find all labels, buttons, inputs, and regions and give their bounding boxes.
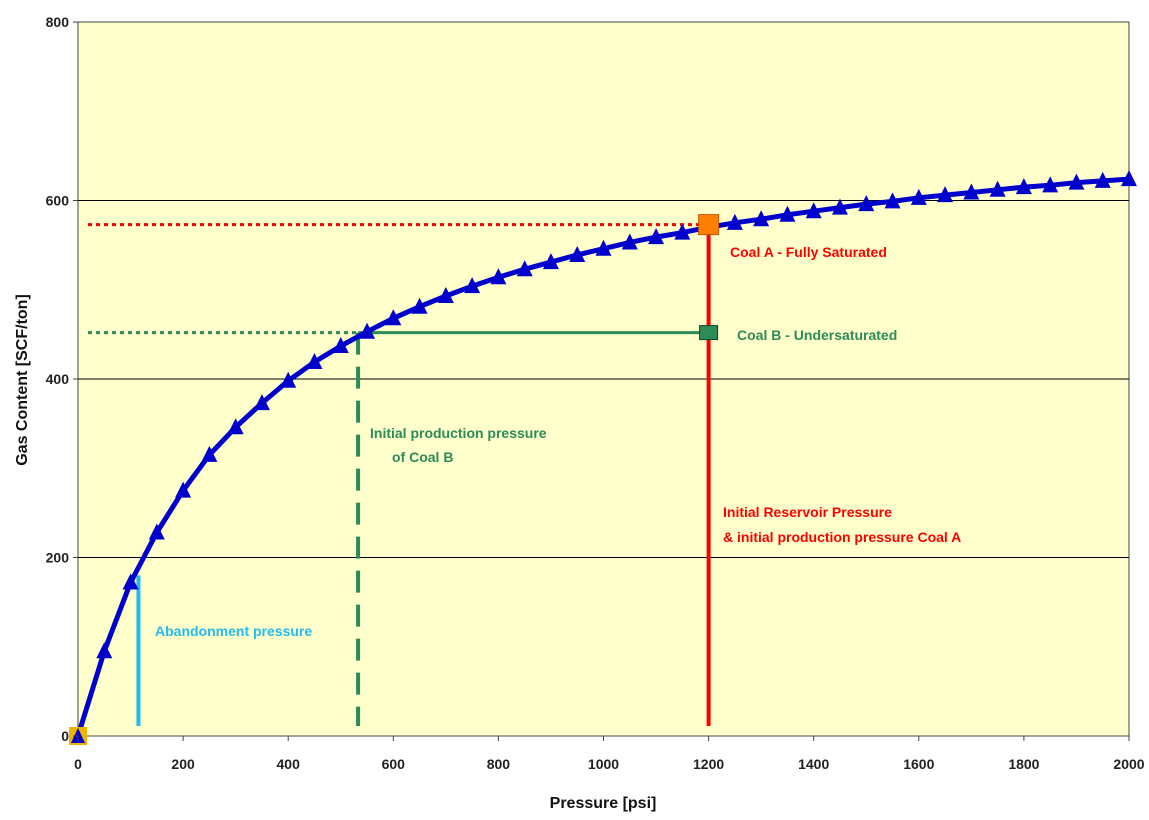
isotherm-data-point [1094, 171, 1111, 188]
x-tick-label: 1400 [798, 756, 829, 772]
isotherm-data-point [648, 228, 665, 245]
coal-b-point [699, 325, 719, 341]
isotherm-data-point [122, 573, 139, 590]
isotherm-data-point [595, 239, 612, 256]
isotherm-data-point [831, 198, 848, 215]
coal-a-point [698, 214, 720, 236]
isotherm-data-point [385, 309, 402, 326]
isotherm-data-point [227, 418, 244, 435]
isotherm-data-point [1121, 170, 1137, 187]
isotherm-data-point [148, 523, 165, 540]
isotherm-data-point [253, 394, 270, 411]
isotherm-data-point [753, 210, 770, 227]
isotherm-data-point [910, 188, 927, 205]
isotherm-data-point [96, 642, 113, 659]
x-axis-title: Pressure [psi] [550, 795, 657, 812]
isotherm-data-point [1015, 178, 1032, 195]
isotherm-data-point [963, 183, 980, 200]
x-tick-label: 1000 [588, 756, 619, 772]
isotherm-data-point [332, 336, 349, 353]
y-tick-label: 200 [46, 550, 70, 566]
isotherm-data-point [1042, 176, 1059, 193]
initial-production-label-line1: Initial production pressure [370, 425, 547, 441]
isotherm-data-point [621, 233, 638, 250]
isotherm-data-point [306, 353, 323, 370]
x-tick-label: 800 [487, 756, 511, 772]
x-tick-label: 400 [277, 756, 301, 772]
ticks-layer: 0 200 400 600 800 0 200 400 600 800 1000 1200 1400 16… [46, 14, 1145, 772]
x-tick-label: 1800 [1008, 756, 1039, 772]
isotherm-data-point [989, 180, 1006, 197]
coal-b-label: Coal B - Undersaturated [737, 327, 897, 343]
isotherm-data-point [937, 186, 954, 203]
grid-layer [78, 200, 1129, 558]
y-axis-title: Gas Content [SCF/ton] [14, 294, 31, 466]
isotherm-data-point [201, 445, 218, 462]
isotherm-data-point [175, 481, 192, 498]
reservoir-pressure-label-line2: & initial production pressure Coal A [723, 529, 961, 545]
reservoir-pressure-label-line1: Initial Reservoir Pressure [723, 504, 892, 520]
isotherm-data-point [674, 223, 691, 240]
isotherm-data-point [359, 322, 376, 339]
y-tick-label: 400 [46, 371, 70, 387]
isotherm-data-point [805, 202, 822, 219]
initial-production-label-line2: of Coal B [392, 449, 453, 465]
markers-layer [69, 214, 720, 745]
x-tick-label: 0 [74, 756, 82, 772]
isotherm-data-point [779, 205, 796, 222]
x-tick-label: 200 [171, 756, 195, 772]
isotherm-data-point [858, 195, 875, 212]
x-tick-label: 600 [382, 756, 406, 772]
isotherm-data-point [569, 245, 586, 262]
isotherm-data-point [516, 260, 533, 277]
isotherm-data-point [280, 371, 297, 388]
x-tick-label: 1200 [693, 756, 724, 772]
abandonment-label: Abandonment pressure [155, 623, 312, 639]
isotherm-data-point [411, 297, 428, 314]
isotherm-data-point [726, 213, 743, 230]
coal-a-label: Coal A - Fully Saturated [730, 244, 887, 260]
y-tick-label: 800 [46, 14, 70, 30]
reference-lines-layer [88, 223, 711, 726]
isotherm-data-point [437, 286, 454, 303]
y-tick-label: 0 [61, 728, 69, 744]
isotherm-data-point [490, 268, 507, 285]
isotherm-data-point [884, 192, 901, 209]
isotherm-data-point [464, 277, 481, 294]
isotherm-data-point [542, 253, 559, 270]
isotherm-data-point [1068, 173, 1085, 190]
x-tick-label: 2000 [1113, 756, 1144, 772]
x-tick-label: 1600 [903, 756, 934, 772]
y-tick-label: 600 [46, 193, 70, 209]
